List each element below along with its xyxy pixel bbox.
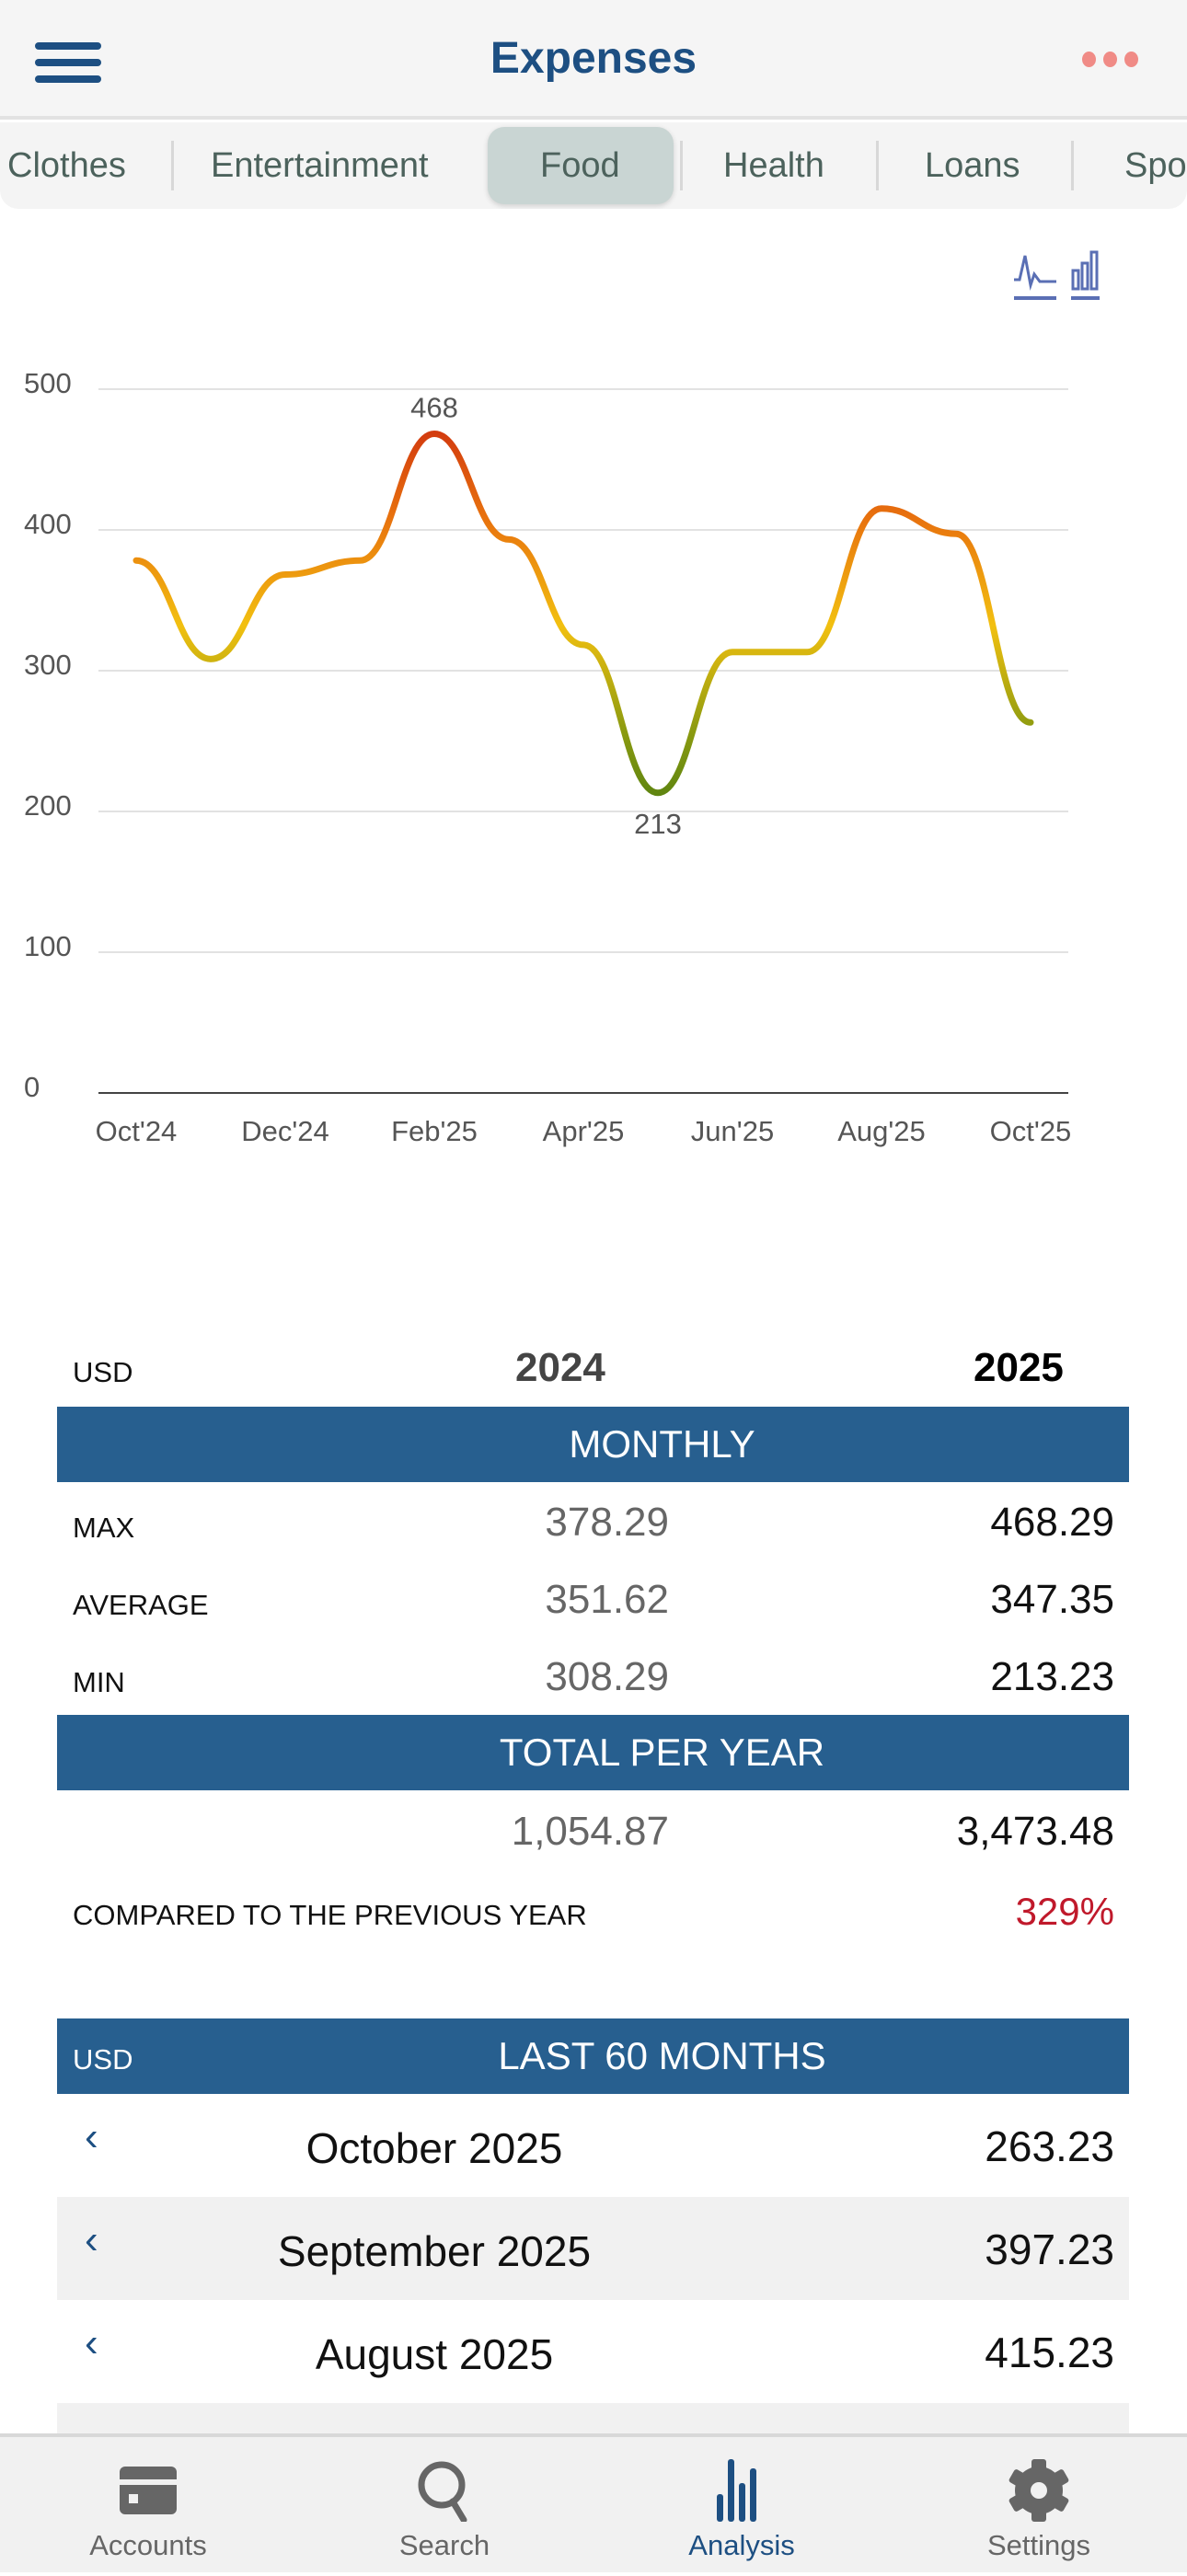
tab-health[interactable]: Health: [723, 146, 824, 185]
tab-loans[interactable]: Loans: [925, 146, 1020, 185]
y-tick-label: 500: [24, 367, 72, 399]
x-tick-label: Oct'24: [96, 1115, 178, 1147]
y-tick-label: 0: [24, 1071, 40, 1103]
chart-type-toggle: [1014, 250, 1100, 300]
compared-label: COMPARED TO THE PREVIOUS YEAR: [73, 1899, 587, 1931]
tab-divider: [876, 141, 879, 190]
analysis-bars-icon: [717, 2459, 756, 2522]
total-2025: 3,473.48: [956, 1809, 1114, 1854]
tab-label: Analysis: [688, 2529, 795, 2561]
month-name: September 2025: [277, 2227, 592, 2275]
months-currency: USD: [73, 2043, 133, 2076]
tab-settings[interactable]: Settings: [891, 2437, 1187, 2576]
y-tick-label: 100: [24, 930, 72, 962]
min-2025: 213.23: [990, 1654, 1114, 1699]
category-tabs: Clothes Entertainment Food Health Loans …: [0, 122, 1187, 209]
tab-label: Settings: [986, 2529, 1090, 2561]
x-tick-label: Apr'25: [543, 1115, 625, 1147]
chevron-left-icon[interactable]: ‹: [85, 2320, 98, 2365]
gear-icon: [1008, 2459, 1069, 2522]
average-2025: 347.35: [990, 1577, 1114, 1622]
hamburger-icon[interactable]: [35, 42, 101, 83]
max-2025: 468.29: [990, 1500, 1114, 1545]
total-per-year-bar: TOTAL PER YEAR: [57, 1715, 1129, 1790]
line-chart-icon[interactable]: [1014, 255, 1056, 300]
tab-analysis[interactable]: Analysis: [594, 2437, 890, 2576]
min-label: MIN: [73, 1666, 125, 1698]
tab-divider: [680, 141, 683, 190]
tab-label: Search: [398, 2529, 490, 2561]
x-tick-label: Jun'25: [691, 1115, 774, 1147]
month-row[interactable]: ‹ August 2025 415.23: [57, 2300, 1129, 2403]
average-2024: 351.62: [545, 1577, 669, 1622]
monthly-bar: MONTHLY: [57, 1407, 1129, 1482]
tab-divider: [171, 141, 174, 190]
x-tick-label: Dec'24: [241, 1115, 329, 1147]
month-name: October 2025: [305, 2124, 563, 2172]
wallet-icon: [120, 2467, 177, 2514]
month-value: 263.23: [985, 2122, 1114, 2170]
max-label: MAX: [73, 1512, 135, 1544]
month-name: August 2025: [315, 2330, 554, 2378]
y-tick-label: 400: [24, 508, 72, 540]
series-line: [133, 431, 1034, 797]
tab-clothes[interactable]: Clothes: [7, 146, 126, 185]
month-value: 397.23: [985, 2225, 1114, 2273]
last-60-months-title: LAST 60 MONTHS: [498, 2034, 826, 2077]
selected-tab-highlight: [488, 127, 674, 204]
tab-entertainment[interactable]: Entertainment: [211, 146, 429, 185]
y-tick-label: 300: [24, 649, 72, 681]
min-2024: 308.29: [545, 1654, 669, 1699]
page-title: Expenses: [490, 34, 697, 83]
total-2024: 1,054.87: [511, 1809, 669, 1854]
year-2024-header: 2024: [515, 1345, 605, 1390]
tab-search[interactable]: Search: [296, 2437, 593, 2576]
bar-chart-icon[interactable]: [1071, 250, 1100, 300]
bottom-tab-bar: Accounts Search Analysis Settings: [0, 2433, 1187, 2572]
min-annotation: 213: [634, 808, 682, 840]
x-tick-label: Aug'25: [837, 1115, 926, 1147]
more-dots-icon[interactable]: [1082, 52, 1146, 67]
chevron-left-icon[interactable]: ‹: [85, 2114, 98, 2159]
compared-value: 329%: [1015, 1890, 1114, 1933]
chevron-left-icon[interactable]: ‹: [85, 2217, 98, 2262]
search-icon: [418, 2461, 467, 2522]
average-label: AVERAGE: [73, 1589, 209, 1621]
tab-divider: [1071, 141, 1074, 190]
y-tick-label: 200: [24, 789, 72, 822]
expense-line-chart: 0 100 200 300 400 500 Oct'24 Dec'24 Feb'25 Apr'25…: [24, 367, 1072, 1147]
month-row[interactable]: ‹ October 2025 263.23: [57, 2094, 1129, 2197]
tab-label: Accounts: [89, 2529, 207, 2561]
max-2024: 378.29: [545, 1500, 669, 1545]
tab-accounts[interactable]: Accounts: [0, 2437, 296, 2576]
tab-sports[interactable]: Spo: [1124, 146, 1187, 185]
x-tick-label: Feb'25: [391, 1115, 478, 1147]
top-bar: Expenses: [0, 0, 1187, 120]
year-2025-header: 2025: [974, 1345, 1064, 1390]
month-row[interactable]: ‹ September 2025 397.23: [57, 2197, 1129, 2300]
month-value: 415.23: [985, 2329, 1114, 2376]
tab-food[interactable]: Food: [540, 146, 620, 185]
x-tick-label: Oct'25: [990, 1115, 1072, 1147]
max-annotation: 468: [410, 392, 458, 424]
currency-label: USD: [73, 1356, 133, 1388]
last-60-months-bar: USD LAST 60 MONTHS: [57, 2018, 1129, 2094]
